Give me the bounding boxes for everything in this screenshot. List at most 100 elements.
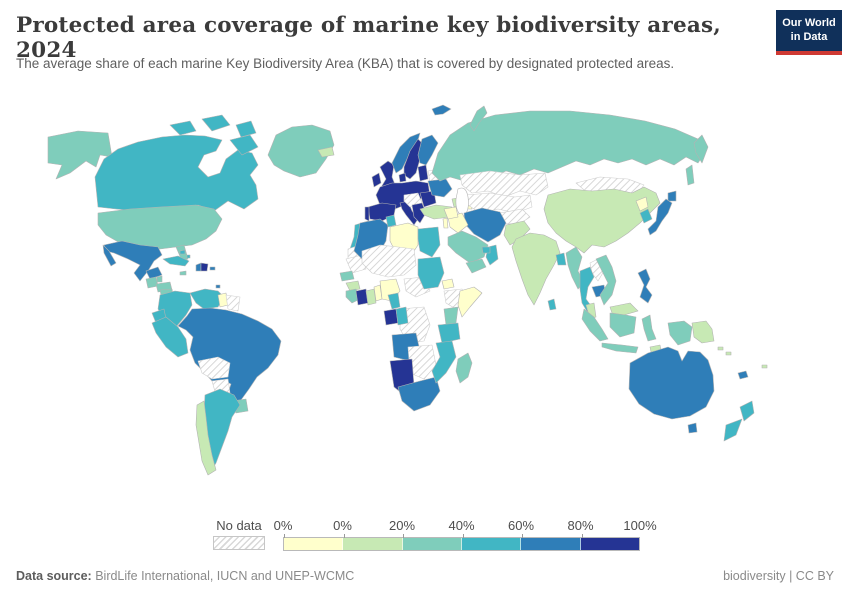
- country-sudan[interactable]: [417, 256, 445, 290]
- country-gabon[interactable]: [383, 308, 399, 326]
- country-bolivia[interactable]: [197, 356, 231, 380]
- legend-swatch-40-60[interactable]: [461, 538, 522, 550]
- country-solomon-islands[interactable]: [717, 346, 732, 356]
- country-senegal[interactable]: [339, 270, 355, 282]
- country-india[interactable]: [511, 232, 561, 306]
- legend-tick-label: 80%: [567, 518, 594, 533]
- country-south-africa[interactable]: [397, 376, 441, 412]
- data-source: Data source: BirdLife International, IUC…: [16, 569, 354, 583]
- legend-swatch-0-20[interactable]: [343, 538, 403, 550]
- legend-no-data-swatch[interactable]: [213, 536, 265, 550]
- country-finland[interactable]: [417, 134, 439, 166]
- country-jamaica[interactable]: [179, 270, 187, 276]
- license-text[interactable]: biodiversity | CC BY: [723, 569, 834, 583]
- country-australia[interactable]: [628, 346, 715, 420]
- country-java[interactable]: [601, 342, 639, 354]
- legend-tickmark: [403, 534, 404, 538]
- legend-swatch-20-40[interactable]: [402, 538, 462, 550]
- country-balkans[interactable]: [411, 202, 427, 224]
- legend-swatch-0[interactable]: [284, 538, 344, 550]
- country-syria[interactable]: [443, 206, 459, 220]
- country-sulawesi[interactable]: [641, 314, 657, 342]
- country-uae[interactable]: [481, 246, 491, 254]
- country-papua-new-guinea[interactable]: [691, 320, 715, 344]
- country-china[interactable]: [543, 186, 661, 254]
- country-sri-lanka[interactable]: [547, 298, 557, 311]
- legend-tickmark: [343, 534, 345, 538]
- data-source-label: Data source:: [16, 569, 92, 583]
- country-israel[interactable]: [442, 217, 449, 229]
- country-dominican-republic[interactable]: [200, 262, 209, 272]
- country-yemen[interactable]: [465, 258, 487, 274]
- country-saudi-arabia[interactable]: [447, 230, 489, 264]
- country-mozambique[interactable]: [431, 340, 457, 384]
- country-west-papua[interactable]: [667, 320, 693, 346]
- country-japan-hokkaido[interactable]: [667, 190, 677, 202]
- country-belize[interactable]: [156, 275, 163, 283]
- country-canada-arctic-2[interactable]: [201, 114, 231, 132]
- country-canada-arctic-1[interactable]: [169, 120, 197, 136]
- country-baja[interactable]: [102, 244, 117, 267]
- country-baffin[interactable]: [229, 134, 259, 156]
- country-guinea[interactable]: [345, 280, 361, 292]
- country-congo[interactable]: [395, 306, 409, 326]
- country-kazakhstan[interactable]: [459, 170, 549, 198]
- country-chile[interactable]: [195, 400, 217, 476]
- chart-footer: Data source: BirdLife International, IUC…: [16, 569, 834, 583]
- owid-logo: Our World in Data: [776, 10, 842, 55]
- country-cameroon[interactable]: [387, 292, 401, 310]
- country-japan[interactable]: [647, 198, 673, 236]
- country-north-korea[interactable]: [635, 196, 649, 212]
- country-philippines[interactable]: [637, 268, 653, 304]
- country-puerto-rico[interactable]: [209, 266, 216, 271]
- country-ireland[interactable]: [371, 172, 382, 188]
- country-bangladesh[interactable]: [555, 252, 567, 266]
- country-kalimantan[interactable]: [609, 312, 637, 338]
- country-novaya-zemlya[interactable]: [469, 105, 488, 132]
- country-yucatan[interactable]: [145, 266, 163, 280]
- country-kamchatka[interactable]: [693, 134, 709, 164]
- country-egypt[interactable]: [417, 226, 441, 258]
- country-thailand[interactable]: [579, 266, 595, 314]
- country-portugal[interactable]: [364, 206, 370, 222]
- country-baltics[interactable]: [417, 164, 429, 182]
- country-tunisia[interactable]: [385, 214, 397, 228]
- country-somalia[interactable]: [457, 286, 483, 318]
- country-ghana[interactable]: [365, 288, 377, 306]
- country-fiji[interactable]: [761, 364, 768, 369]
- country-sumatra[interactable]: [581, 308, 609, 342]
- country-new-zealand-north[interactable]: [739, 400, 755, 422]
- legend-swatch-80-100[interactable]: [580, 538, 639, 550]
- country-new-caledonia[interactable]: [737, 370, 749, 380]
- country-vietnam[interactable]: [595, 254, 617, 306]
- legend-tick-label: 0%: [273, 518, 293, 533]
- country-iceland[interactable]: [317, 146, 335, 158]
- country-suriname[interactable]: [225, 294, 241, 312]
- country-sakhalin[interactable]: [685, 164, 695, 186]
- country-denmark[interactable]: [398, 172, 407, 183]
- country-madagascar[interactable]: [455, 352, 473, 384]
- country-mauritania[interactable]: [345, 254, 367, 274]
- country-kenya[interactable]: [443, 306, 459, 326]
- country-peru[interactable]: [151, 316, 189, 358]
- legend-no-data: No data: [213, 518, 265, 550]
- country-alaska[interactable]: [47, 130, 113, 180]
- country-eritrea[interactable]: [441, 278, 455, 290]
- country-canada-arctic-3[interactable]: [235, 120, 257, 138]
- country-tasmania[interactable]: [687, 422, 698, 434]
- country-iran[interactable]: [463, 207, 507, 243]
- chart-subtitle: The average share of each marine Key Bio…: [16, 56, 675, 71]
- country-trinidad[interactable]: [215, 284, 221, 289]
- legend-swatch-60-80[interactable]: [521, 538, 581, 550]
- country-cuba[interactable]: [162, 255, 190, 267]
- country-svalbard[interactable]: [431, 104, 452, 116]
- country-guatemala[interactable]: [145, 276, 159, 289]
- country-united-states[interactable]: [97, 204, 223, 250]
- country-new-zealand-south[interactable]: [723, 418, 743, 442]
- country-malaysia-borneo[interactable]: [609, 302, 639, 316]
- country-tanzania[interactable]: [437, 322, 461, 344]
- owid-logo-line2: in Data: [790, 30, 828, 43]
- country-bahamas[interactable]: [179, 249, 191, 259]
- country-south-korea[interactable]: [639, 208, 653, 224]
- country-sahel[interactable]: [361, 244, 417, 278]
